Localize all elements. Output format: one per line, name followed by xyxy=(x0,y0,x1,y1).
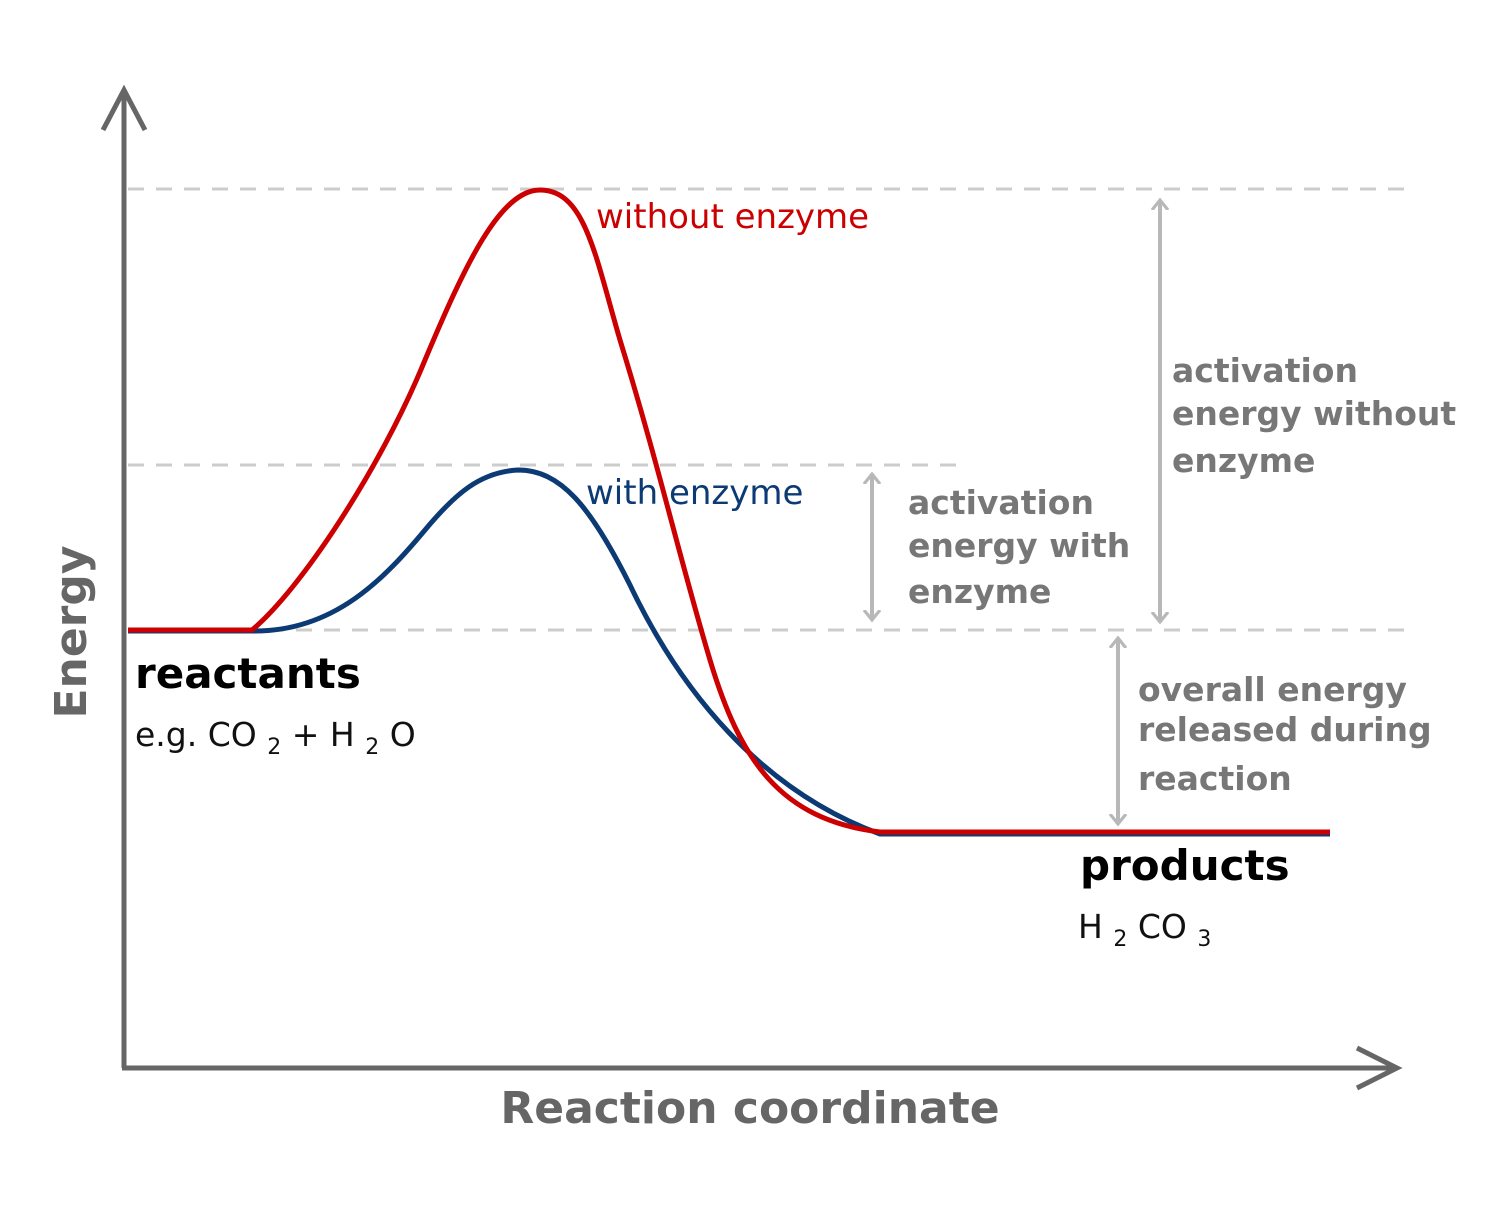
reactants-formula-sub-2: 2 xyxy=(365,735,379,760)
products-formula-h: H xyxy=(1078,907,1103,946)
annotation-overall-released-line-1: overall energy xyxy=(1138,670,1407,709)
annotation-activation-without: activation energy without enzyme xyxy=(1172,351,1468,480)
products-formula-sub-2: 3 xyxy=(1197,927,1211,952)
label-with-enzyme: with enzyme xyxy=(586,473,803,513)
annotation-overall-released: overall energy released during reaction xyxy=(1138,670,1443,798)
reactants-formula: e.g. CO 2 + H 2 O xyxy=(135,715,416,762)
products-formula-sub-1: 2 xyxy=(1113,927,1127,952)
guide-lines xyxy=(128,187,1412,632)
x-axis-title: Reaction coordinate xyxy=(500,1083,999,1134)
annotation-activation-with: activation energy with enzyme xyxy=(908,483,1142,611)
annotation-activation-without-line-3: enzyme xyxy=(1172,441,1315,480)
annotation-activation-with-line-2: energy with xyxy=(908,526,1130,565)
x-axis-arrow-icon xyxy=(1355,1045,1403,1091)
reactants-formula-plus: + H xyxy=(292,715,355,754)
y-axis-arrow-icon xyxy=(100,84,148,132)
annotation-activation-with-line-3: enzyme xyxy=(908,572,1051,611)
annotation-overall-released-line-3: reaction xyxy=(1138,759,1292,798)
curve-without-enzyme xyxy=(128,187,1330,835)
annotation-activation-with-line-1: activation xyxy=(908,483,1094,522)
axes xyxy=(100,84,1403,1091)
annotation-overall-released-line-2: released during xyxy=(1138,710,1432,749)
products-title: products xyxy=(1080,841,1290,890)
curve-with-enzyme xyxy=(128,467,1330,837)
annotation-activation-without-line-2: energy without xyxy=(1172,394,1456,433)
products-formula: H 2 CO 3 xyxy=(1078,907,1211,954)
reactants-formula-end: O xyxy=(390,715,416,754)
reactants-title: reactants xyxy=(135,649,361,698)
annotation-activation-without-line-1: activation xyxy=(1172,351,1358,390)
y-axis-title: Energy xyxy=(46,545,97,718)
products-formula-co: CO xyxy=(1138,907,1187,946)
reactants-formula-prefix: e.g. CO xyxy=(135,715,257,754)
reactants-formula-sub-1: 2 xyxy=(267,735,281,760)
label-without-enzyme: without enzyme xyxy=(596,197,869,237)
